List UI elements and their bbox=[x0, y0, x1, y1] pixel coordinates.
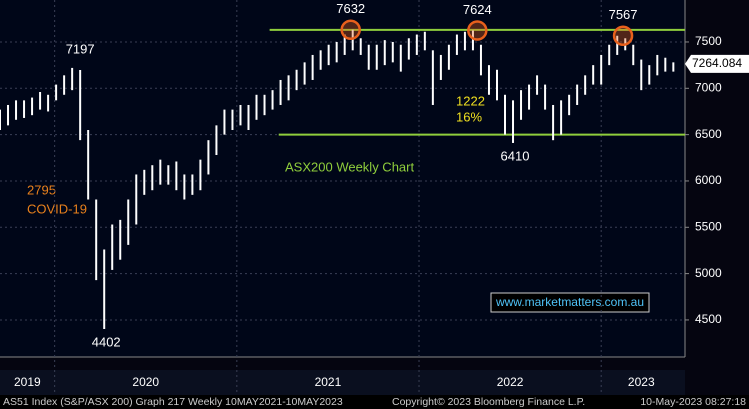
y-tick-label: 7500 bbox=[695, 34, 722, 48]
peak-label: 7197 bbox=[66, 41, 95, 56]
low-label: 6410 bbox=[501, 148, 530, 163]
last-price-label: 7264.084 bbox=[692, 56, 742, 70]
peak-label: 7567 bbox=[609, 7, 638, 22]
chart-title: ASX200 Weekly Chart bbox=[285, 159, 414, 174]
note: 16% bbox=[456, 109, 482, 124]
y-tick-label: 6000 bbox=[695, 173, 722, 187]
last-price-box bbox=[685, 54, 749, 73]
peak-circle bbox=[340, 19, 361, 40]
x-tick-label: 2019 bbox=[14, 375, 41, 389]
footer-left: AS51 Index (S&P/ASX 200) Graph 217 Weekl… bbox=[3, 396, 343, 408]
x-axis-band bbox=[0, 370, 685, 395]
watermark-box bbox=[490, 292, 650, 313]
y-tick-label: 6500 bbox=[695, 127, 722, 141]
footer-band bbox=[0, 395, 749, 409]
peak-circle bbox=[467, 20, 488, 41]
y-tick-label: 4500 bbox=[695, 312, 722, 326]
x-tick-label: 2020 bbox=[132, 375, 159, 389]
x-tick-label: 2023 bbox=[628, 375, 655, 389]
y-tick-label: 5500 bbox=[695, 219, 722, 233]
peak-circle bbox=[612, 25, 634, 47]
footer-center: Copyright© 2023 Bloomberg Finance L.P. bbox=[392, 396, 585, 408]
x-tick-label: 2021 bbox=[315, 375, 342, 389]
note: 1222 bbox=[456, 93, 485, 108]
x-tick-label: 2022 bbox=[497, 375, 524, 389]
note: 2795 bbox=[27, 182, 56, 197]
low-label: 4402 bbox=[92, 334, 121, 349]
watermark: www.marketmatters.com.au bbox=[495, 295, 644, 309]
peak-label: 7632 bbox=[336, 1, 365, 16]
note: COVID-19 bbox=[27, 201, 87, 216]
y-tick-label: 7000 bbox=[695, 80, 722, 94]
footer-right: 10-May-2023 08:27:18 bbox=[640, 396, 746, 408]
peak-label: 7624 bbox=[463, 2, 492, 17]
y-tick-label: 5000 bbox=[695, 266, 722, 280]
